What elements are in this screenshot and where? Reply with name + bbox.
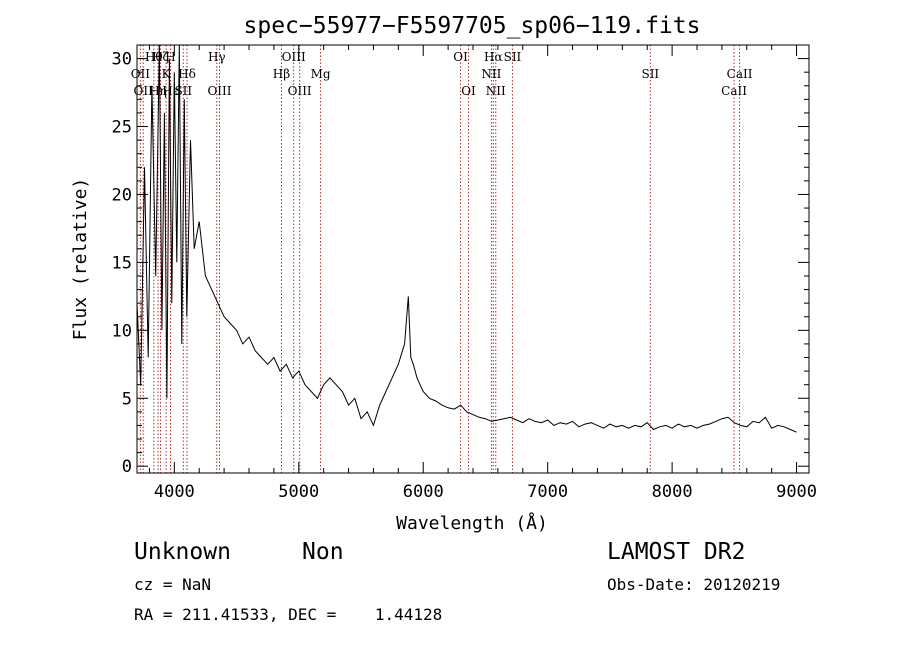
x-axis-label: Wavelength (Å) [396, 512, 548, 534]
emission-line-label: OII [131, 67, 151, 81]
emission-line-label: SII [504, 50, 522, 64]
emission-line-label: Hδ [178, 67, 196, 81]
emission-line-label: Hγ [208, 50, 226, 64]
emission-line-label: CaII [727, 67, 753, 81]
emission-line-label: OIII [207, 84, 231, 98]
x-axis: 4000 5000 6000 7000 8000 9000 [148, 45, 817, 502]
y-tick-label: 5 [122, 389, 132, 409]
spectrum-series [136, 44, 797, 433]
emission-line-label: OI [453, 50, 468, 64]
emission-line-label: H [165, 50, 175, 64]
emission-line-labels: OIIOIIHθHηHζKHHεSIIHδHγOIIIHβOIIIOIIIMgO… [131, 50, 753, 98]
y-tick-label: 30 [112, 50, 132, 70]
emission-line-label: SII [641, 67, 659, 81]
emission-line-markers [139, 45, 741, 473]
y-tick-label: 25 [112, 118, 132, 138]
emission-line-label: Hη [149, 84, 167, 98]
emission-line-label: NII [481, 67, 501, 81]
x-tick-label: 9000 [776, 482, 817, 502]
emission-line-label: NII [486, 84, 506, 98]
emission-line-label: OIII [282, 50, 306, 64]
emission-line-label: CaII [721, 84, 747, 98]
redshift-text: cz = NaN [134, 575, 211, 594]
y-tick-label: 0 [122, 457, 132, 477]
emission-line-label: Hζ [152, 50, 169, 64]
x-tick-label: 8000 [652, 482, 693, 502]
x-tick-label: 6000 [403, 482, 444, 502]
chart-title: spec−55977−F5597705_sp06−119.fits [244, 13, 701, 39]
y-axis: 0 5 10 15 20 25 30 [112, 50, 809, 477]
emission-line-label: Hβ [273, 67, 290, 81]
observation-date: Obs-Date: 20120219 [607, 575, 780, 594]
emission-line-label: Mg [311, 67, 331, 81]
emission-line-label: Hθ [145, 50, 163, 64]
survey-name: LAMOST DR2 [607, 539, 745, 565]
emission-line-label: K [162, 67, 172, 81]
y-tick-label: 10 [112, 321, 132, 341]
coordinates-text: RA = 211.41533, DEC = 1.44128 [134, 605, 442, 624]
plot-frame [136, 44, 810, 474]
emission-line-label: Hα [484, 50, 503, 64]
y-tick-label: 15 [112, 253, 132, 273]
emission-line-label: OIII [288, 84, 312, 98]
x-tick-label: 4000 [154, 482, 195, 502]
x-tick-label: 7000 [527, 482, 568, 502]
object-class: Unknown [134, 539, 231, 565]
emission-line-label: OI [461, 84, 476, 98]
x-tick-label: 5000 [278, 482, 319, 502]
y-axis-label: Flux (relative) [70, 178, 91, 341]
y-tick-label: 20 [112, 185, 132, 205]
emission-line-label: SII [174, 84, 192, 98]
emission-line-label: OII [134, 84, 154, 98]
object-subclass: Non [302, 539, 344, 565]
